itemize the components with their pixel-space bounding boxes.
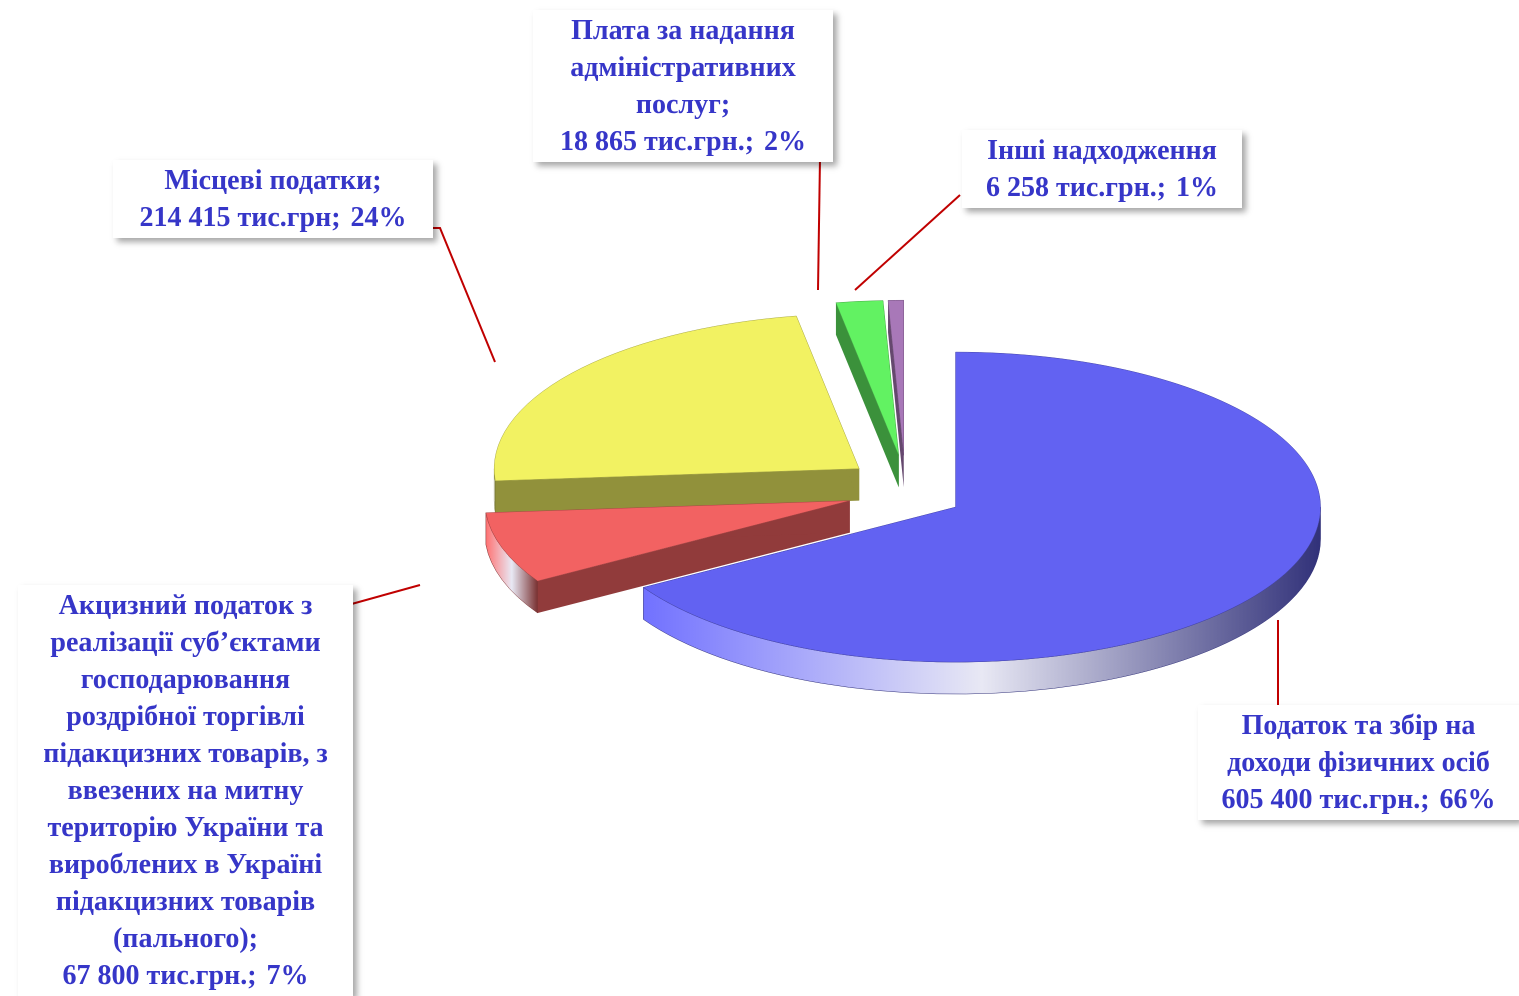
percent-label: 24% <box>350 202 407 233</box>
slice-label: Плата за надання адміністративних послуг… <box>533 10 833 162</box>
slice-label: Інші надходження 6 258 тис.грн.; 1% <box>962 130 1242 208</box>
value-label: 605 400 тис.грн.; <box>1221 784 1430 815</box>
percent-label: 66% <box>1439 784 1496 815</box>
category-label: Акцизний податок з реалізації суб’єктами… <box>43 590 328 954</box>
slice <box>887 299 905 456</box>
slice-label: Місцеві податки; 214 415 тис.грн; 24% <box>113 160 433 238</box>
leader-line <box>817 157 821 291</box>
value-row: 18 865 тис.грн.; 2% <box>539 123 827 160</box>
slice <box>642 351 1321 663</box>
value-label: 67 800 тис.грн.; <box>62 960 257 991</box>
slice <box>835 300 899 456</box>
leader-line <box>854 194 961 291</box>
value-label: 6 258 тис.грн.; <box>985 172 1167 203</box>
percent-label: 1% <box>1176 172 1219 203</box>
category-label: Податок та збір на доходи фізичних осіб <box>1227 710 1490 778</box>
category-label: Плата за надання адміністративних послуг… <box>570 15 796 120</box>
slice-label: Податок та збір на доходи фізичних осіб 6… <box>1198 705 1519 820</box>
value-row: 67 800 тис.грн.; 7% <box>24 957 347 994</box>
leader-line <box>430 227 496 363</box>
value-label: 214 415 тис.грн; <box>139 202 341 233</box>
slice-label: Акцизний податок з реалізації суб’єктами… <box>18 585 353 996</box>
slice-cut <box>888 300 904 488</box>
category-label: Інші надходження <box>987 135 1217 166</box>
percent-label: 7% <box>266 960 309 991</box>
slice <box>493 315 860 482</box>
value-label: 18 865 тис.грн.; <box>559 126 755 157</box>
value-row: 6 258 тис.грн.; 1% <box>968 169 1236 206</box>
slice-cut <box>495 468 860 513</box>
slice <box>485 500 850 582</box>
percent-label: 2% <box>764 126 807 157</box>
value-row: 605 400 тис.грн.; 66% <box>1204 781 1513 818</box>
category-label: Місцеві податки; <box>164 165 382 196</box>
slice-cut <box>835 302 899 488</box>
value-row: 214 415 тис.грн; 24% <box>119 199 427 236</box>
